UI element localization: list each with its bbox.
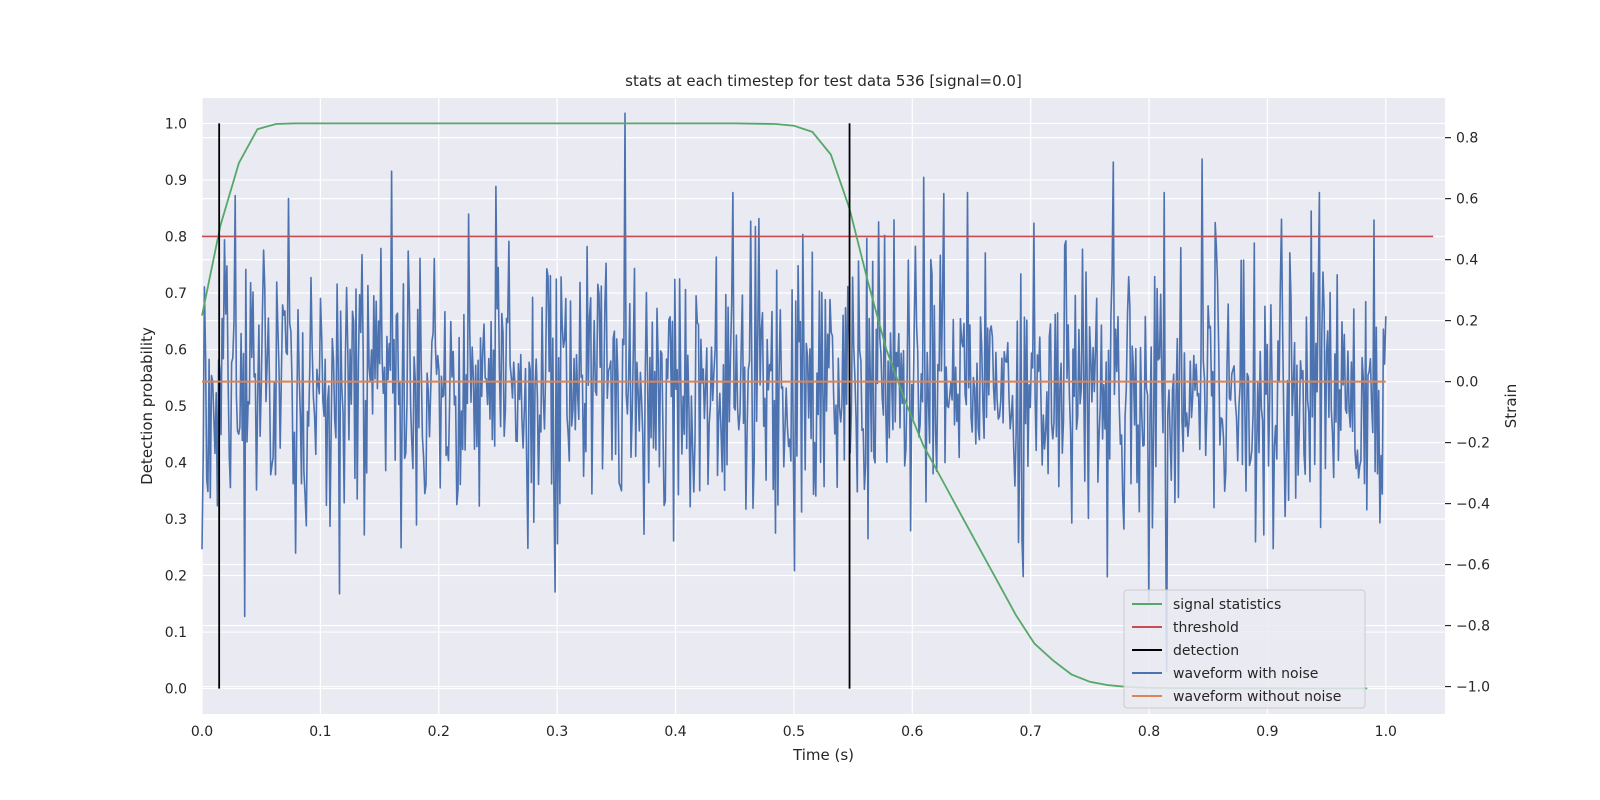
y-left-tick-label: 0.4 (165, 456, 187, 472)
x-tick-label: 0.3 (546, 724, 568, 740)
y-right-tick-label: 0.4 (1456, 253, 1478, 269)
x-tick-label: 1.0 (1375, 724, 1397, 740)
x-tick-label: 0.9 (1256, 724, 1278, 740)
x-tick-label: 0.2 (428, 724, 450, 740)
legend-label: waveform without noise (1173, 689, 1341, 705)
y-right-tick-label: 0.6 (1456, 192, 1478, 208)
y-right-tick-label: −0.6 (1456, 558, 1490, 574)
y-left-tick-label: 1.0 (165, 116, 187, 132)
y-left-tick-label: 0.5 (165, 399, 187, 415)
y-axis-right-label: Strain (1502, 384, 1520, 428)
x-tick-label: 0.5 (783, 724, 805, 740)
y-right-tick-label: −0.2 (1456, 436, 1490, 452)
axes: 0.0 0.1 0.2 0.3 0.4 0.5 0.6 0.7 0.8 0.9 1.0 0.0 0.1 0… (165, 116, 1490, 740)
x-tick-label: 0.4 (664, 724, 686, 740)
y-right-tick-label: −1.0 (1456, 680, 1490, 696)
legend-label: threshold (1173, 620, 1239, 636)
legend-label: waveform with noise (1173, 666, 1318, 682)
y-left-tick-label: 0.0 (165, 682, 187, 698)
x-tick-label: 0.8 (1138, 724, 1160, 740)
y-left-tick-label: 0.6 (165, 342, 187, 358)
chart-title: stats at each timestep for test data 536… (625, 72, 1022, 90)
legend-box (1123, 589, 1366, 709)
y-left-tick-label: 0.9 (165, 173, 187, 189)
y-axis-left-label: Detection probability (138, 327, 156, 485)
y-left-tick-label: 0.8 (165, 229, 187, 245)
y-right-tick-label: −0.8 (1456, 619, 1490, 635)
legend-label: detection (1173, 643, 1239, 659)
y-right-tick-label: 0.8 (1456, 131, 1478, 147)
x-tick-label: 0.6 (901, 724, 923, 740)
x-axis-label: Time (s) (792, 746, 854, 764)
y-left-tick-label: 0.2 (165, 569, 187, 585)
y-left-tick-label: 0.3 (165, 512, 187, 528)
x-tick-label: 0.1 (309, 724, 331, 740)
x-tick-label: 0.0 (191, 724, 213, 740)
x-tick-label: 0.7 (1020, 724, 1042, 740)
y-left-tick-label: 0.1 (165, 625, 187, 641)
legend-label: signal statistics (1173, 597, 1281, 613)
y-right-tick-label: 0.0 (1456, 375, 1478, 391)
series-waveform-with-noise (201, 112, 1387, 673)
y-right-tick-label: 0.2 (1456, 314, 1478, 330)
legend: signal statistics threshold detection wavef… (1123, 589, 1366, 709)
y-right-tick-label: −0.4 (1456, 497, 1490, 513)
y-left-tick-label: 0.7 (165, 286, 187, 302)
